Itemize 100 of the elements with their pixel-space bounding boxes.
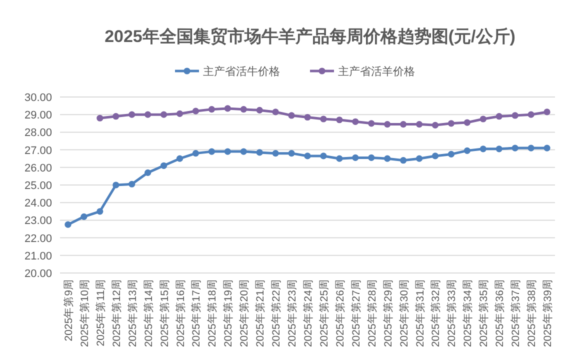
x-tick-label: 2025年第26周 [334,279,346,348]
point [464,147,470,154]
point [240,106,247,113]
x-tick-label: 2025年第13周 [126,279,139,348]
point [256,106,263,114]
point [160,162,168,169]
x-tick-label: 2025年第14周 [142,279,155,348]
point [320,152,327,160]
point [96,208,104,215]
x-tick-label: 2025年第22周 [270,279,283,348]
y-tick-label: 30.00 [24,92,52,104]
x-tick-label: 2025年第11周 [94,279,107,346]
point [448,150,455,158]
point [240,148,247,155]
x-tick-label: 2025年第9周 [62,279,75,342]
point [144,169,152,176]
x-tick-label: 2025年第25周 [318,279,330,348]
point [384,155,391,162]
x-tick-label: 2025年第28周 [366,279,378,348]
point [192,150,200,157]
point [416,120,423,128]
point [544,144,550,152]
x-tick-label: 2025年第34周 [462,279,474,348]
point [304,114,311,121]
point [112,182,120,188]
point [224,148,231,155]
x-tick-label: 2025年第37周 [510,279,522,348]
x-tick-label: 2025年第32周 [430,279,442,348]
point [208,148,215,155]
point [224,105,231,112]
point [256,149,263,156]
legend-label: 主产省活牛价格 [203,65,280,78]
y-tick-label: 26.00 [24,162,52,174]
point [128,111,136,118]
point [176,110,184,118]
point [112,113,120,120]
y-tick-label: 27.00 [24,144,52,157]
point [288,150,295,157]
point [432,122,439,128]
x-tick-label: 2025年第24周 [302,279,314,348]
point [320,116,327,122]
point [272,150,279,157]
point [64,221,72,228]
point [400,157,407,164]
point [288,112,295,119]
point [464,119,470,126]
point [496,113,502,120]
x-tick-label: 2025年第16周 [174,279,187,348]
x-tick-label: 2025年第12周 [110,279,123,348]
point [496,146,502,152]
y-tick-label: 23.00 [24,215,52,228]
point [192,108,200,114]
point [160,111,168,118]
point [432,152,439,160]
point [480,116,486,122]
point [176,155,184,162]
point [512,144,518,152]
x-tick-label: 2025年第33周 [446,279,458,348]
point [368,154,375,162]
x-tick-label: 2025年第35周 [478,279,490,348]
point [480,146,486,152]
point [416,155,423,162]
x-tick-label: 2025年第38周 [526,279,538,348]
point [304,152,311,160]
point [96,114,104,122]
point [144,111,152,118]
y-tick-label: 24.00 [24,198,52,210]
x-tick-label: 2025年第20周 [238,279,251,348]
x-tick-label: 2025年第10周 [78,279,91,348]
point [528,111,534,118]
point [544,108,550,116]
x-tick-label: 2025年第21周 [254,279,267,348]
point [352,154,359,162]
x-tick-label: 2025年第23周 [286,279,299,348]
y-tick-label: 20.00 [24,268,52,280]
x-tick-label: 2025年第30周 [398,279,410,348]
point [368,120,375,127]
point [512,112,518,119]
point [352,118,359,125]
x-tick-label: 2025年第15周 [158,279,171,348]
point [384,120,391,128]
x-tick-label: 2025年第39周 [542,279,554,348]
point [80,213,88,220]
point [448,120,455,127]
y-tick-label: 28.00 [24,127,52,140]
x-tick-label: 2025年第31周 [414,279,426,348]
point [208,106,215,113]
y-tick-label: 29.00 [24,110,52,122]
y-tick-label: 25.00 [24,180,52,192]
y-tick-label: 21.00 [24,250,52,262]
x-tick-label: 2025年第19周 [222,279,235,348]
point [528,144,534,152]
legend-label: 主产省活羊价格 [338,65,415,78]
point [400,120,407,128]
y-tick-label: 22.00 [24,232,52,245]
point [336,116,343,124]
x-tick-label: 2025年第29周 [382,279,394,348]
x-tick-label: 2025年第36周 [494,279,506,348]
point [128,180,136,188]
chart-title: 2025年全国集贸市场牛羊产品每周价格趋势图(元/公斤) [104,27,516,46]
